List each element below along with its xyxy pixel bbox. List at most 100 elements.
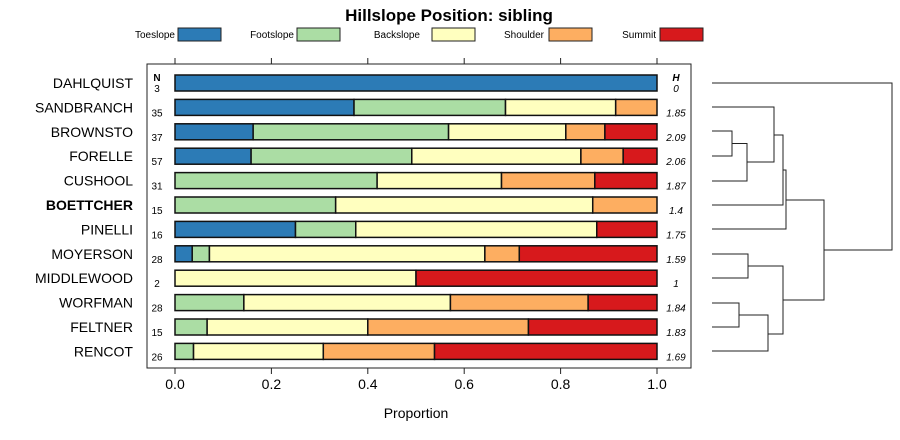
bar-segment-shoulder xyxy=(614,98,658,117)
dendrogram-branch xyxy=(712,82,893,251)
bar-segment-backslope xyxy=(376,171,503,190)
legend-label: Backslope xyxy=(374,30,421,41)
bar-segment-summit xyxy=(433,342,658,361)
bar-segment-toeslope xyxy=(174,123,254,141)
row-label: SANDBRANCH xyxy=(35,99,133,115)
legend: Toeslope Footslope Backslope Shoulder Summit xyxy=(135,27,704,42)
x-tick-label: 0.6 xyxy=(454,376,474,392)
bar-row: SANDBRANCH 35 1.85 xyxy=(35,98,686,119)
bar-segment-backslope xyxy=(208,245,486,263)
row-label: DAHLQUIST xyxy=(53,75,134,91)
h-header: H xyxy=(672,73,680,84)
n-value: 16 xyxy=(151,230,163,241)
row-label: MOYERSON xyxy=(51,246,133,262)
n-value: 31 xyxy=(151,182,163,193)
bar-segment-footslope xyxy=(174,342,195,361)
bar-segment-summit xyxy=(518,245,658,263)
dendrogram-branch xyxy=(712,199,825,352)
legend-label: Toeslope xyxy=(135,30,175,41)
row-label: BOETTCHER xyxy=(46,197,133,213)
bar-segment-summit xyxy=(594,171,658,190)
h-value: 1.84 xyxy=(666,304,686,315)
x-tick-label: 1.0 xyxy=(647,376,667,392)
bar-segment-summit xyxy=(527,318,658,336)
bar-row: CUSHOOL 31 1.87 xyxy=(64,171,686,193)
bar-row: PINELLI 16 1.75 xyxy=(81,220,686,241)
n-value: 15 xyxy=(151,206,163,217)
row-label: RENCOT xyxy=(74,343,134,359)
bar-segment-shoulder xyxy=(591,196,658,214)
bar-segment-toeslope xyxy=(174,245,193,263)
bar-segment-summit xyxy=(415,269,658,287)
h-value: 1.59 xyxy=(666,255,686,266)
legend-swatch xyxy=(548,27,593,42)
bar-segment-backslope xyxy=(447,123,567,141)
h-value: 1.83 xyxy=(666,328,686,339)
bar-segment-toeslope xyxy=(174,74,658,92)
legend-swatch xyxy=(659,27,704,42)
chart-title: Hillslope Position: sibling xyxy=(345,6,553,25)
x-tick-label: 0.0 xyxy=(165,376,185,392)
bar-rows: DAHLQUIST 3 0 SANDBRANCH 35 1.85 BROWNSTO 37 2.0… xyxy=(35,74,686,363)
h-value: 0 xyxy=(673,84,679,95)
plot-frame xyxy=(146,63,692,369)
bar-segment-toeslope xyxy=(174,147,252,165)
row-label: MIDDLEWOOD xyxy=(35,270,133,286)
bar-segment-footslope xyxy=(174,318,208,336)
bar-row: BROWNSTO 37 2.09 xyxy=(51,123,686,144)
legend-label: Summit xyxy=(622,30,656,41)
h-value: 1.4 xyxy=(669,206,683,217)
legend-swatch xyxy=(177,27,222,42)
n-value: 28 xyxy=(151,255,163,266)
legend-swatch xyxy=(296,27,341,42)
row-label: CUSHOOL xyxy=(64,173,133,189)
bar-segment-footslope xyxy=(353,98,507,117)
row-label: PINELLI xyxy=(81,221,133,237)
x-axis-label: Proportion xyxy=(384,405,449,421)
bar-segment-backslope xyxy=(334,196,594,214)
bar-segment-backslope xyxy=(192,342,325,361)
x-tick-label: 0.8 xyxy=(551,376,571,392)
bar-row: RENCOT 26 1.69 xyxy=(74,342,686,363)
h-value: 1.87 xyxy=(666,182,686,193)
bar-row: BOETTCHER 15 1.4 xyxy=(46,196,683,217)
bar-segment-footslope xyxy=(252,123,450,141)
n-value: 2 xyxy=(154,279,160,290)
n-value: 3 xyxy=(154,84,160,95)
n-value: 15 xyxy=(151,328,163,339)
bar-segment-shoulder xyxy=(500,171,596,190)
bar-segment-toeslope xyxy=(174,98,355,117)
bar-segment-shoulder xyxy=(580,147,624,165)
legend-swatch xyxy=(431,27,476,42)
n-value: 35 xyxy=(151,108,163,119)
bar-row: DAHLQUIST 3 0 xyxy=(53,74,679,95)
bar-segment-footslope xyxy=(174,171,378,190)
bar-segment-backslope xyxy=(504,98,617,117)
bar-segment-backslope xyxy=(206,318,369,336)
n-value: 28 xyxy=(151,304,163,315)
bar-row: WORFMAN 28 1.84 xyxy=(59,293,686,315)
bar-segment-shoulder xyxy=(565,123,606,141)
h-value: 1 xyxy=(673,279,679,290)
bar-segment-shoulder xyxy=(484,245,521,263)
bar-segment-toeslope xyxy=(174,220,297,239)
n-header: N xyxy=(153,73,160,84)
bar-segment-backslope xyxy=(355,220,598,239)
bar-segment-summit xyxy=(587,293,658,312)
bar-segment-backslope xyxy=(243,293,452,312)
bar-segment-footslope xyxy=(174,196,337,214)
dendrogram xyxy=(712,82,893,352)
bar-row: FELTNER 15 1.83 xyxy=(70,318,686,339)
bar-segment-summit xyxy=(604,123,658,141)
bar-row: MOYERSON 28 1.59 xyxy=(51,245,686,266)
bar-segment-backslope xyxy=(174,269,417,287)
h-value: 1.75 xyxy=(666,230,686,241)
row-label: FORELLE xyxy=(69,148,133,164)
bar-segment-shoulder xyxy=(322,342,436,361)
bar-segment-shoulder xyxy=(367,318,530,336)
x-tick-label: 0.2 xyxy=(262,376,282,392)
h-value: 2.06 xyxy=(665,157,686,168)
bar-row: MIDDLEWOOD 2 1 xyxy=(35,269,679,290)
